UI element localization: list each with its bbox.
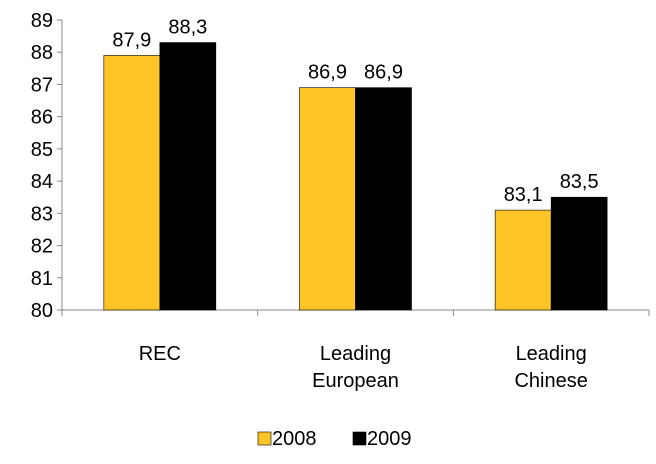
x-axis: REC Leading European Leading Chinese — [61, 309, 650, 392]
bar-2008-1 — [299, 87, 356, 311]
y-tick-label: 80 — [31, 300, 53, 322]
legend: 2008 2009 — [257, 428, 412, 450]
bar-2009-1 — [355, 87, 412, 311]
x-tick-label: REC — [139, 343, 181, 365]
data-labels: 87,9 88,3 86,9 86,9 83,1 83,5 — [112, 17, 598, 207]
y-tick-label: 89 — [31, 10, 53, 32]
data-label: 87,9 — [112, 29, 151, 51]
bar-2009-0 — [159, 42, 217, 311]
y-tick-label: 82 — [31, 236, 53, 258]
bar-2008-2 — [494, 209, 552, 311]
legend-item-2008: 2008 — [257, 428, 317, 450]
y-axis: 80 81 82 83 84 85 86 87 88 89 — [31, 10, 63, 322]
data-label: 88,3 — [168, 17, 207, 39]
legend-swatch — [257, 431, 272, 446]
bar-2009-2 — [550, 196, 608, 311]
y-tick-label: 84 — [31, 171, 53, 193]
legend-item-2009: 2009 — [352, 428, 412, 450]
data-label: 83,1 — [504, 184, 543, 206]
data-label: 86,9 — [308, 62, 347, 84]
legend-label: 2008 — [272, 428, 317, 450]
legend-swatch — [352, 431, 367, 446]
y-tick-label: 86 — [31, 107, 53, 129]
y-tick-label: 88 — [31, 42, 53, 64]
y-tick-label: 81 — [31, 268, 53, 290]
y-tick-label: 83 — [31, 203, 53, 225]
data-label: 83,5 — [560, 171, 599, 193]
bar-2008-0 — [103, 55, 161, 311]
x-tick-label: Leading — [320, 343, 391, 365]
x-tick-label: Chinese — [514, 370, 587, 392]
x-tick-label: European — [312, 370, 399, 392]
bars — [103, 42, 608, 311]
y-tick-label: 85 — [31, 139, 53, 161]
legend-label: 2009 — [367, 428, 412, 450]
x-tick-label: Leading — [516, 343, 587, 365]
data-label: 86,9 — [364, 62, 403, 84]
y-tick-label: 87 — [31, 74, 53, 96]
